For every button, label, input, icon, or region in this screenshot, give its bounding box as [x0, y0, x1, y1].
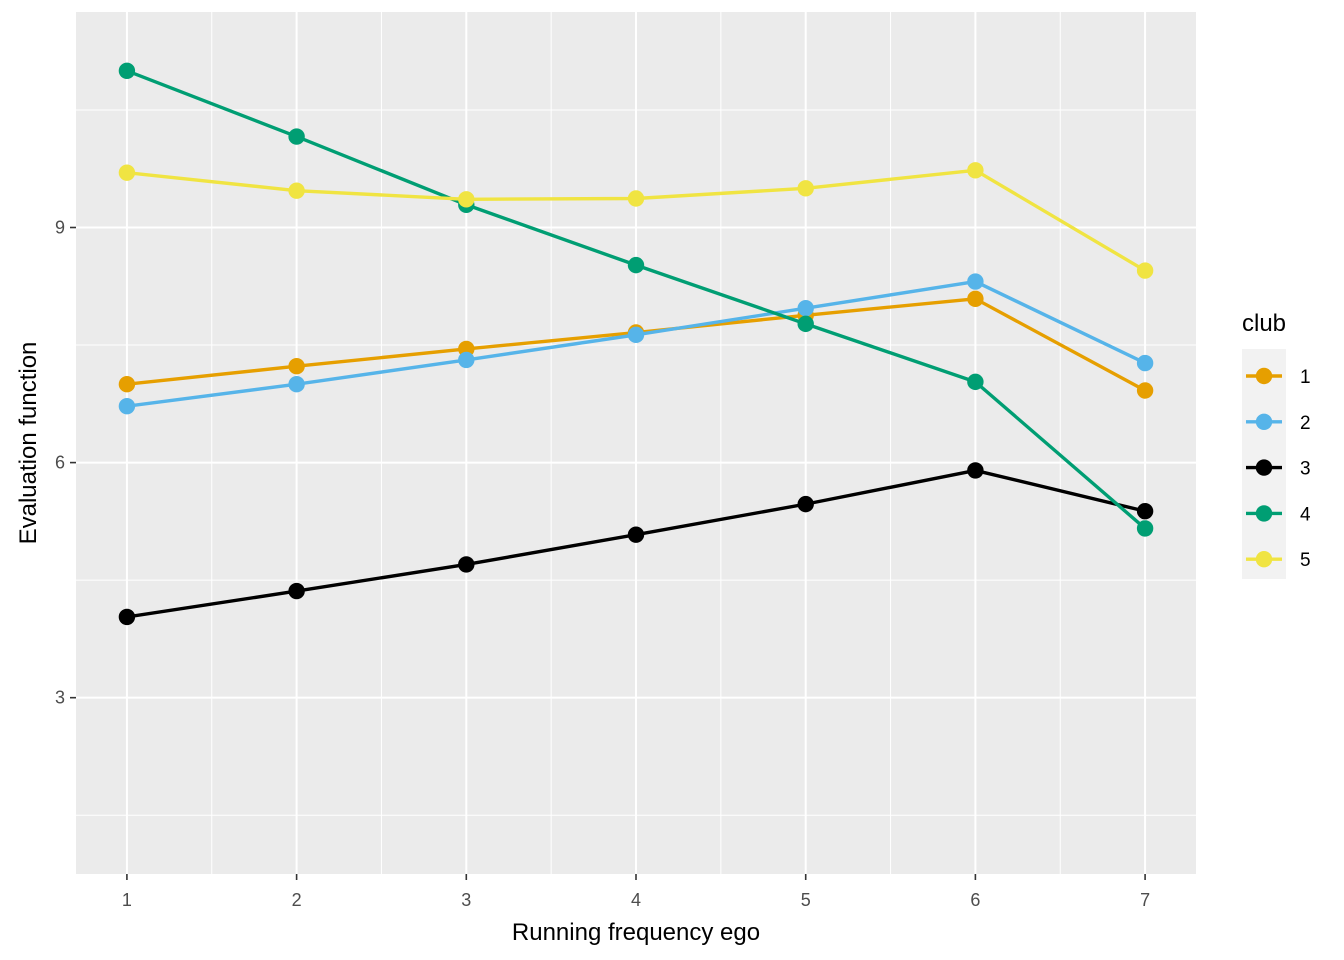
legend-key-point	[1255, 459, 1273, 476]
legend-key-point	[1255, 413, 1273, 430]
series-1-point	[967, 290, 984, 308]
x-tick-label: 4	[631, 890, 641, 910]
series-5-point	[118, 164, 136, 181]
x-tick-label: 6	[970, 890, 980, 910]
x-tick-label: 7	[1140, 890, 1150, 910]
series-3-point	[1136, 502, 1154, 520]
y-axis: 3 6 9	[55, 218, 76, 708]
series-4-point	[118, 62, 136, 79]
x-tick-label: 5	[801, 890, 811, 910]
series-4-point	[1136, 520, 1154, 537]
legend-label: 2	[1300, 413, 1311, 434]
x-tick-label: 1	[122, 890, 132, 910]
y-axis-title: Evaluation function	[15, 342, 42, 545]
y-tick-label: 9	[55, 218, 65, 238]
series-2-point	[627, 326, 645, 344]
series-4-point	[288, 128, 305, 145]
series-4	[118, 62, 1154, 537]
series-3-point	[627, 526, 645, 543]
series-3-point	[458, 556, 475, 573]
legend-label: 5	[1300, 550, 1311, 571]
series-3-point	[118, 608, 136, 626]
series-5-point	[627, 190, 645, 207]
y-tick-label: 6	[55, 453, 65, 473]
legend-key-3: 3	[1246, 459, 1311, 480]
series-5-point	[458, 191, 475, 208]
x-axis: 1 2 3 4 5 6 7	[122, 874, 1150, 910]
series-4-point	[967, 373, 984, 391]
x-axis-title: Running frequency ego	[512, 919, 760, 946]
series-4-point	[627, 256, 645, 274]
legend-key-1: 1	[1246, 367, 1311, 388]
series-5-point	[967, 162, 984, 179]
major-gridlines	[76, 12, 1196, 874]
series-3-point	[288, 582, 305, 600]
series-3-point	[797, 495, 814, 513]
series-2-point	[288, 376, 305, 393]
series-5-point	[1136, 262, 1154, 279]
series-5-point	[797, 180, 814, 197]
series-2-point	[118, 397, 136, 415]
series-1-point	[118, 376, 136, 393]
x-tick-label: 3	[461, 890, 471, 910]
legend-key-point	[1255, 505, 1273, 522]
legend-title: club	[1242, 310, 1286, 337]
series-2-point	[458, 351, 475, 369]
legend-key-4: 4	[1246, 504, 1311, 525]
legend-label: 3	[1300, 459, 1311, 480]
legend: club 1 2 3 4 5	[1242, 310, 1311, 579]
legend-label: 1	[1300, 367, 1311, 388]
series-5-point	[288, 182, 305, 199]
series-2-point	[967, 273, 984, 290]
series-layer	[118, 62, 1154, 626]
series-5	[118, 162, 1154, 279]
series-2-point	[1136, 354, 1154, 372]
legend-key-point	[1255, 367, 1273, 385]
series-3-point	[967, 462, 984, 479]
series-2-point	[797, 300, 814, 317]
legend-key-5: 5	[1246, 550, 1311, 571]
legend-label: 4	[1300, 504, 1311, 525]
series-4-point	[797, 315, 814, 333]
series-1-point	[1136, 382, 1154, 399]
series-3	[118, 462, 1154, 626]
x-tick-label: 2	[292, 890, 302, 910]
legend-key-2: 2	[1246, 413, 1311, 434]
y-tick-label: 3	[55, 688, 65, 708]
series-1-point	[288, 358, 305, 375]
legend-key-point	[1255, 551, 1273, 568]
series-2	[118, 273, 1154, 415]
